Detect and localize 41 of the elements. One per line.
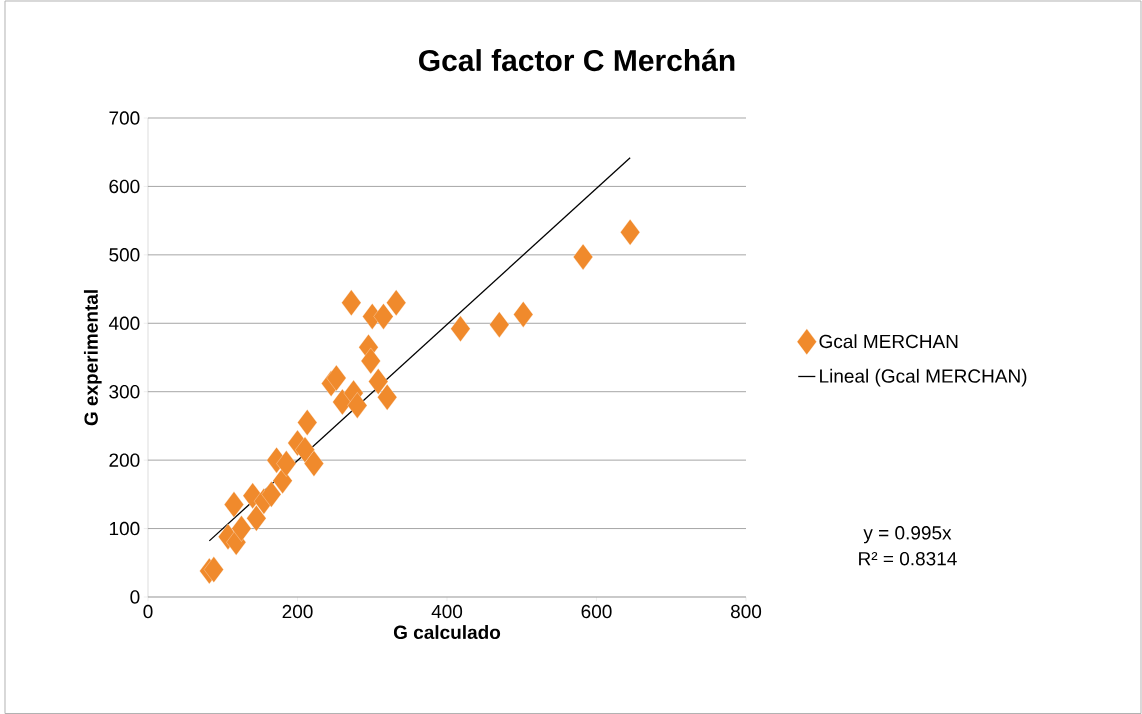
y-tick-label: 500 [109,248,140,262]
point [341,289,362,316]
point [295,436,315,464]
x-tick-label: 600 [581,604,612,619]
point [347,392,368,419]
point [377,384,398,411]
point [246,505,267,532]
text: y = 0.995x [863,526,952,544]
x-axis-title: G calculado [393,625,501,640]
chart-title: Gcal factor C Merchán [419,48,735,72]
point [304,450,324,477]
point [620,219,641,246]
point [360,347,381,375]
y-tick-label: 700 [109,111,140,125]
y-tick-label: 400 [108,316,140,330]
legend-label: Gcal MERCHAN [819,334,958,349]
point [373,303,394,330]
x-tick-label: 0 [143,604,153,619]
y-axis-title: G experimental [83,290,102,426]
point [326,364,347,392]
point [386,289,407,316]
point [489,311,510,338]
point [261,481,282,508]
x-tick-label: 200 [282,604,313,619]
point [224,491,244,518]
point [573,243,593,271]
text: R² = 0.8314 [859,551,957,566]
x-tick-label: 800 [730,604,762,619]
point [297,409,318,436]
point [276,450,297,477]
y-tick-label: 0 [130,590,140,604]
y-tick-label: 100 [109,521,140,536]
point [450,315,471,342]
point [231,515,252,542]
y-tick-label: 200 [109,453,140,467]
y-tick-label: 300 [109,384,140,399]
legend-label: Lineal (Gcal MERCHAN) [820,368,1027,387]
y-tick-label: 600 [109,179,140,194]
point [513,301,534,328]
point [368,368,389,395]
x-tick-label: 400 [431,604,463,619]
